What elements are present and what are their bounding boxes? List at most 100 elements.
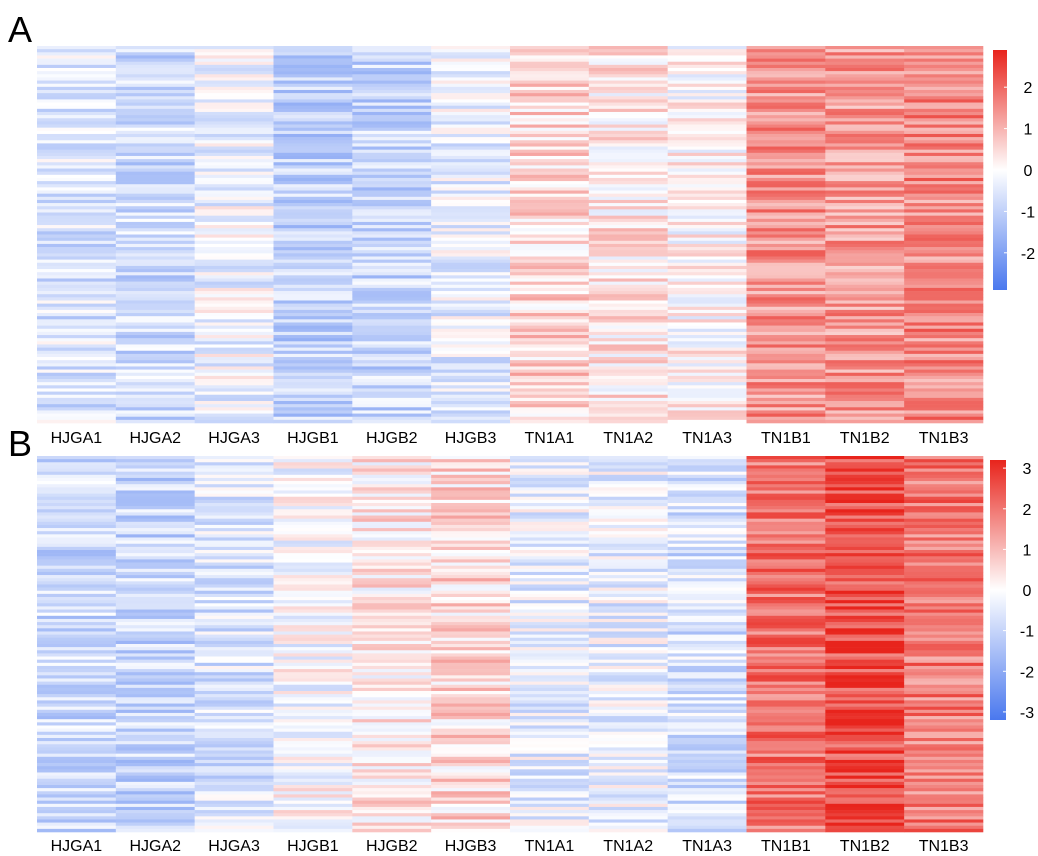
heatmap-cell	[904, 243, 984, 248]
heatmap-cell	[510, 385, 590, 389]
heatmap-cell	[510, 149, 590, 154]
heatmap-cell	[431, 347, 511, 352]
heatmap-cell	[825, 247, 905, 251]
heatmap-cell	[588, 115, 668, 119]
heatmap-cell	[667, 366, 747, 370]
heatmap-cell	[746, 394, 826, 399]
heatmap-cell	[667, 518, 747, 523]
heatmap-cell	[746, 297, 826, 301]
heatmap-cell	[510, 199, 590, 204]
heatmap-cell	[667, 813, 747, 817]
heatmap-cell	[115, 803, 195, 808]
heatmap-cell	[37, 772, 117, 776]
heatmap-cell	[667, 272, 747, 276]
heatmap-cell	[904, 800, 984, 805]
heatmap-cell	[194, 825, 274, 830]
heatmap-cell	[588, 46, 668, 50]
heatmap-cell	[667, 338, 747, 342]
heatmap-cell	[273, 728, 353, 733]
heatmap-cell	[667, 822, 747, 827]
heatmap-cell	[588, 265, 668, 270]
heatmap-cell	[352, 499, 432, 504]
heatmap-cell	[194, 603, 274, 607]
heatmap-cell	[667, 322, 747, 326]
heatmap-cell	[510, 465, 590, 469]
heatmap-cell	[115, 159, 195, 163]
heatmap-cell	[825, 99, 905, 103]
heatmap-cell	[194, 77, 274, 81]
heatmap-cell	[588, 499, 668, 504]
heatmap-cell	[352, 709, 432, 714]
heatmap-cell	[431, 528, 511, 532]
heatmap-cell	[904, 603, 984, 607]
heatmap-cell	[37, 612, 117, 617]
heatmap-cell	[746, 391, 826, 396]
heatmap-cell	[510, 71, 590, 75]
heatmap-cell	[431, 269, 511, 273]
legend-ticks-a: 210-1-2	[1004, 80, 1035, 263]
heatmap-cell	[746, 499, 826, 504]
heatmap-cell	[510, 363, 590, 367]
heatmap-cell	[194, 810, 274, 814]
heatmap-cell	[588, 225, 668, 229]
heatmap-cell	[37, 199, 117, 204]
heatmap-cell	[825, 328, 905, 333]
heatmap-cell	[825, 487, 905, 491]
heatmap-cell	[37, 74, 117, 78]
heatmap-cell	[273, 600, 353, 604]
heatmap-cell	[352, 262, 432, 267]
heatmap-cell	[273, 115, 353, 119]
heatmap-cell	[37, 622, 117, 626]
heatmap-cell	[746, 234, 826, 238]
heatmap-cell	[431, 328, 511, 333]
heatmap-column-hjgb3	[431, 456, 511, 833]
heatmap-cell	[431, 265, 511, 270]
heatmap-cell	[588, 212, 668, 216]
heatmap-cell	[667, 697, 747, 701]
heatmap-cell	[588, 146, 668, 150]
heatmap-cell	[588, 456, 668, 460]
heatmap-cell	[588, 640, 668, 645]
heatmap-cell	[352, 105, 432, 110]
heatmap-cell	[667, 524, 747, 529]
heatmap-cell	[825, 149, 905, 154]
heatmap-cell	[431, 662, 511, 667]
heatmap-cell	[825, 96, 905, 100]
heatmap-cell	[667, 108, 747, 113]
heatmap-cell	[667, 363, 747, 367]
heatmap-cell	[667, 55, 747, 59]
heatmap-cell	[273, 665, 353, 670]
heatmap-cell	[431, 212, 511, 216]
heatmap-cell	[510, 115, 590, 119]
heatmap-cell	[510, 130, 590, 135]
heatmap-cell	[352, 763, 432, 767]
heatmap-cell	[667, 325, 747, 330]
heatmap-cell	[115, 177, 195, 182]
heatmap-cell	[37, 265, 117, 270]
heatmap-cell	[273, 487, 353, 491]
heatmap-cell	[37, 177, 117, 182]
heatmap-cell	[37, 52, 117, 56]
heatmap-cell	[588, 404, 668, 408]
heatmap-cell	[588, 490, 668, 494]
heatmap-cell	[352, 571, 432, 576]
heatmap-cell	[431, 335, 511, 339]
heatmap-cell	[352, 810, 432, 814]
heatmap-cell	[510, 215, 590, 220]
heatmap-cell	[115, 171, 195, 176]
heatmap-cell	[746, 744, 826, 748]
heatmap-cell	[273, 372, 353, 377]
heatmap-cell	[746, 133, 826, 138]
heatmap-cell	[588, 728, 668, 733]
heatmap-cell	[194, 391, 274, 396]
heatmap-cell	[37, 738, 117, 742]
heatmap-cell	[115, 203, 195, 207]
heatmap-cell	[273, 744, 353, 748]
heatmap-cell	[431, 634, 511, 639]
heatmap-cell	[825, 728, 905, 733]
heatmap-cell	[352, 640, 432, 645]
heatmap-cell	[588, 678, 668, 682]
heatmap-cell	[667, 810, 747, 814]
heatmap-cell	[746, 218, 826, 223]
heatmap-cell	[37, 130, 117, 135]
